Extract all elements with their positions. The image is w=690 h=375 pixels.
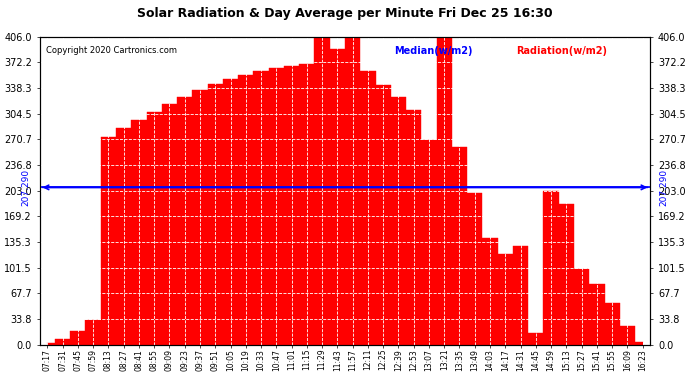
Text: Radiation(w/m2): Radiation(w/m2): [516, 46, 607, 56]
Text: 207.290: 207.290: [660, 169, 669, 206]
Text: 207.290: 207.290: [21, 169, 30, 206]
Text: Median(w/m2): Median(w/m2): [394, 46, 473, 56]
Text: Solar Radiation & Day Average per Minute Fri Dec 25 16:30: Solar Radiation & Day Average per Minute…: [137, 8, 553, 21]
Text: Copyright 2020 Cartronics.com: Copyright 2020 Cartronics.com: [46, 46, 177, 55]
